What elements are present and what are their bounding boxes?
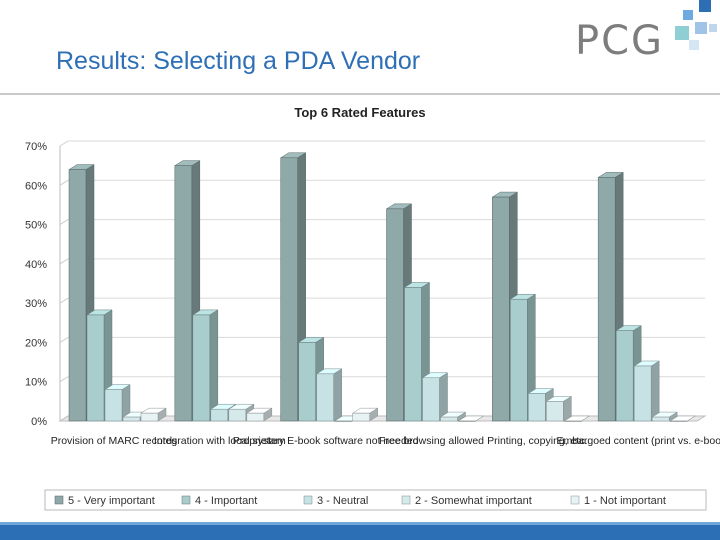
bar (316, 373, 334, 422)
bar (280, 157, 298, 422)
bar (386, 208, 404, 422)
bar (174, 165, 193, 422)
legend-label: 1 - Not important (584, 495, 666, 507)
bar (352, 412, 370, 422)
x-tick-label: Provision of MARC records (51, 435, 178, 447)
bar (246, 412, 265, 422)
gridline-depth (59, 297, 69, 304)
logo-text: PCG (575, 18, 665, 64)
bar (597, 177, 616, 422)
y-tick-label: 30% (25, 298, 47, 310)
bar (528, 393, 546, 422)
legend-label: 2 - Somewhat important (415, 495, 532, 507)
bar (669, 420, 688, 422)
gridline-depth (59, 219, 69, 225)
legend-swatch (401, 495, 411, 505)
x-tick-label: Embargoed content (print vs. e-book) (556, 435, 720, 447)
bar (404, 287, 422, 422)
legend-swatch (54, 495, 64, 505)
y-tick-label: 40% (25, 259, 47, 271)
x-tick-label: Proprietary E-book software not needed (233, 435, 419, 447)
bar (104, 389, 123, 422)
y-tick-label: 20% (25, 337, 47, 349)
chart-title: Top 6 Rated Features (294, 105, 425, 120)
legend-label: 3 - Neutral (317, 495, 368, 507)
bar (192, 314, 211, 422)
bar (210, 408, 229, 422)
legend-box (44, 489, 707, 511)
bar (86, 314, 105, 422)
bar (298, 342, 316, 422)
bar (228, 408, 247, 422)
bar (440, 416, 458, 422)
y-tick-label: 10% (25, 377, 47, 389)
bar (458, 420, 476, 422)
bar (122, 416, 141, 422)
title-divider (0, 93, 720, 95)
bar (422, 377, 440, 422)
bar (334, 420, 352, 422)
gridline-depth (59, 337, 69, 343)
gridline-depth (59, 140, 69, 147)
gridline-depth (59, 179, 69, 186)
bar-chart: Top 6 Rated Features 0% 10% 20% 30% 40% 50% 60%… (25, 105, 720, 511)
logo-squares-icon (675, 0, 717, 50)
gridline-depth (59, 376, 69, 383)
y-tick-label: 60% (25, 180, 47, 192)
y-tick-label: 0% (31, 416, 47, 428)
x-tick-label: Printing, copying, etc. (487, 435, 587, 447)
legend-label: 5 - Very important (68, 495, 155, 507)
bar-side (650, 360, 660, 422)
pcg-logo: PCG (575, 0, 720, 64)
legend-swatch (181, 495, 191, 505)
gridline-depth (59, 258, 69, 265)
slide-title: Results: Selecting a PDA Vendor (56, 47, 421, 75)
bar (564, 420, 582, 422)
bar (140, 412, 159, 422)
bar-side (333, 368, 342, 422)
bar (651, 416, 670, 422)
legend-swatch (570, 495, 580, 505)
y-tick-label: 50% (25, 220, 47, 232)
bar (68, 169, 87, 422)
bar (510, 298, 528, 422)
bar (546, 401, 564, 422)
legend-swatch (303, 495, 313, 505)
bar-side (209, 309, 219, 422)
footer-accent (0, 522, 720, 525)
bar (492, 196, 510, 422)
bar (615, 330, 634, 422)
x-tick-label: Free browsing allowed (379, 435, 484, 447)
bar (633, 365, 652, 422)
legend-label: 4 - Important (195, 495, 257, 507)
x-tick-label: Integration with local system (154, 435, 286, 447)
footer-bar (0, 525, 720, 540)
y-tick-label: 70% (25, 141, 47, 153)
